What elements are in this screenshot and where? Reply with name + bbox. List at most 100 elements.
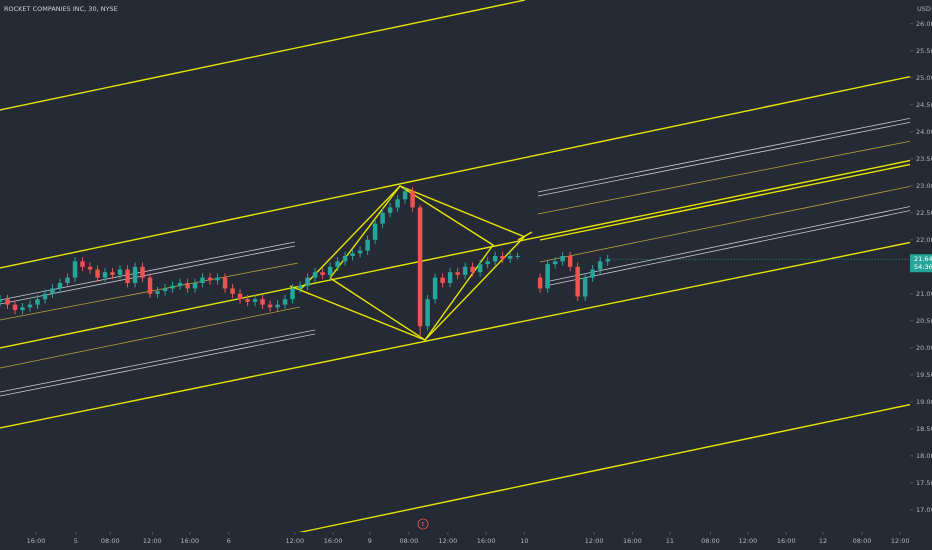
candle-body bbox=[552, 261, 558, 265]
y-tick-label: 22.50 bbox=[916, 209, 932, 217]
x-tick-label: 12 bbox=[819, 537, 827, 545]
x-tick-label: 08:00 bbox=[853, 537, 872, 545]
candle-body bbox=[222, 277, 228, 289]
candle-body bbox=[507, 256, 513, 259]
trend-line bbox=[537, 113, 932, 193]
candle-body bbox=[110, 272, 115, 275]
y-tick-label: 24.00 bbox=[916, 128, 932, 136]
x-tick-label: 16:00 bbox=[324, 537, 343, 545]
y-tick-label: 19.00 bbox=[916, 398, 932, 406]
candle-body bbox=[462, 266, 468, 275]
candle-body bbox=[132, 266, 138, 284]
diamond bbox=[329, 185, 526, 279]
candle-body bbox=[297, 285, 303, 289]
candle-body bbox=[395, 199, 400, 208]
y-tick-label: 18.50 bbox=[916, 425, 932, 433]
candle-body bbox=[185, 283, 190, 289]
x-tick-label: 16:00 bbox=[777, 537, 796, 545]
candle-body bbox=[560, 256, 565, 262]
candle-body bbox=[477, 264, 483, 273]
trend-line bbox=[0, 333, 316, 397]
drawings bbox=[0, 0, 932, 538]
x-tick-label: 16:00 bbox=[180, 537, 199, 545]
candle-body bbox=[365, 239, 370, 251]
candle-body bbox=[290, 288, 295, 300]
trend-line bbox=[277, 399, 932, 538]
trend-line bbox=[544, 205, 932, 287]
candle-body bbox=[57, 283, 63, 289]
candle-body bbox=[605, 259, 610, 262]
candle-body bbox=[5, 299, 10, 305]
x-tick-label: 16:00 bbox=[477, 537, 496, 545]
price-axis bbox=[910, 0, 932, 550]
candle-body bbox=[80, 261, 85, 267]
candle-body bbox=[575, 266, 580, 297]
trend-line bbox=[537, 117, 932, 197]
candle-body bbox=[537, 277, 543, 289]
candle-body bbox=[35, 299, 40, 305]
y-tick-label: 19.50 bbox=[916, 371, 932, 379]
x-tick-label: 12:00 bbox=[439, 537, 458, 545]
earnings-icon[interactable] bbox=[417, 518, 429, 530]
x-tick-label: 12:00 bbox=[585, 537, 604, 545]
candle-body bbox=[102, 272, 108, 278]
trend-line bbox=[0, 0, 526, 111]
trend-line bbox=[0, 155, 932, 349]
x-tick-label: 08:00 bbox=[101, 537, 120, 545]
y-tick-label: 26.00 bbox=[916, 20, 932, 28]
last-price-box bbox=[910, 254, 932, 273]
candle-body bbox=[492, 256, 498, 262]
x-tick-label: 12:00 bbox=[143, 537, 162, 545]
trend-line bbox=[539, 159, 932, 241]
trend-line bbox=[539, 181, 932, 263]
candle-body bbox=[387, 207, 393, 213]
trend-line bbox=[0, 241, 296, 301]
candle-body bbox=[410, 191, 415, 208]
countdown: 54:36 bbox=[914, 263, 932, 271]
x-tick-label: 12:00 bbox=[891, 537, 910, 545]
candle-body bbox=[485, 261, 490, 265]
candle-body bbox=[447, 272, 453, 284]
candles bbox=[0, 186, 610, 338]
x-tick-label: 12:00 bbox=[739, 537, 758, 545]
candle-body bbox=[140, 266, 145, 278]
x-tick-label: 08:00 bbox=[399, 537, 418, 545]
candle-body bbox=[432, 277, 438, 300]
candle-body bbox=[567, 256, 573, 267]
y-tick-label: 23.50 bbox=[916, 155, 932, 163]
y-tick-label: 24.50 bbox=[916, 101, 932, 109]
candle-body bbox=[372, 223, 378, 240]
candle-body bbox=[335, 261, 340, 267]
last-price-label: 21.64 bbox=[914, 255, 932, 263]
candle-body bbox=[312, 272, 318, 278]
candle-body bbox=[455, 272, 460, 275]
candle-body bbox=[12, 304, 18, 311]
candle-body bbox=[170, 285, 175, 289]
candle-body bbox=[147, 277, 153, 294]
candle-body bbox=[380, 212, 385, 224]
candle-body bbox=[245, 299, 250, 302]
marker bbox=[517, 231, 533, 241]
y-tick-label: 20.00 bbox=[916, 344, 932, 352]
candle-body bbox=[515, 256, 520, 258]
candle-body bbox=[357, 250, 363, 254]
candle-body bbox=[425, 299, 430, 327]
candle-body bbox=[117, 269, 123, 275]
candle-body bbox=[192, 283, 198, 289]
x-tick-label: 11 bbox=[666, 537, 674, 545]
trend-line bbox=[0, 306, 301, 369]
candle-body bbox=[27, 304, 33, 308]
candle-body bbox=[50, 288, 55, 294]
x-tick-label: 12:00 bbox=[285, 537, 304, 545]
candle-body bbox=[500, 256, 505, 259]
candle-body bbox=[470, 266, 475, 273]
candle-body bbox=[162, 288, 168, 292]
y-tick-label: 25.00 bbox=[916, 74, 932, 82]
candle-body bbox=[342, 256, 348, 262]
candle-body bbox=[267, 304, 273, 308]
candle-body bbox=[417, 207, 423, 327]
candle-body bbox=[42, 293, 48, 300]
candle-body bbox=[402, 191, 408, 200]
currency: USD bbox=[917, 5, 931, 13]
candle-body bbox=[440, 277, 445, 284]
